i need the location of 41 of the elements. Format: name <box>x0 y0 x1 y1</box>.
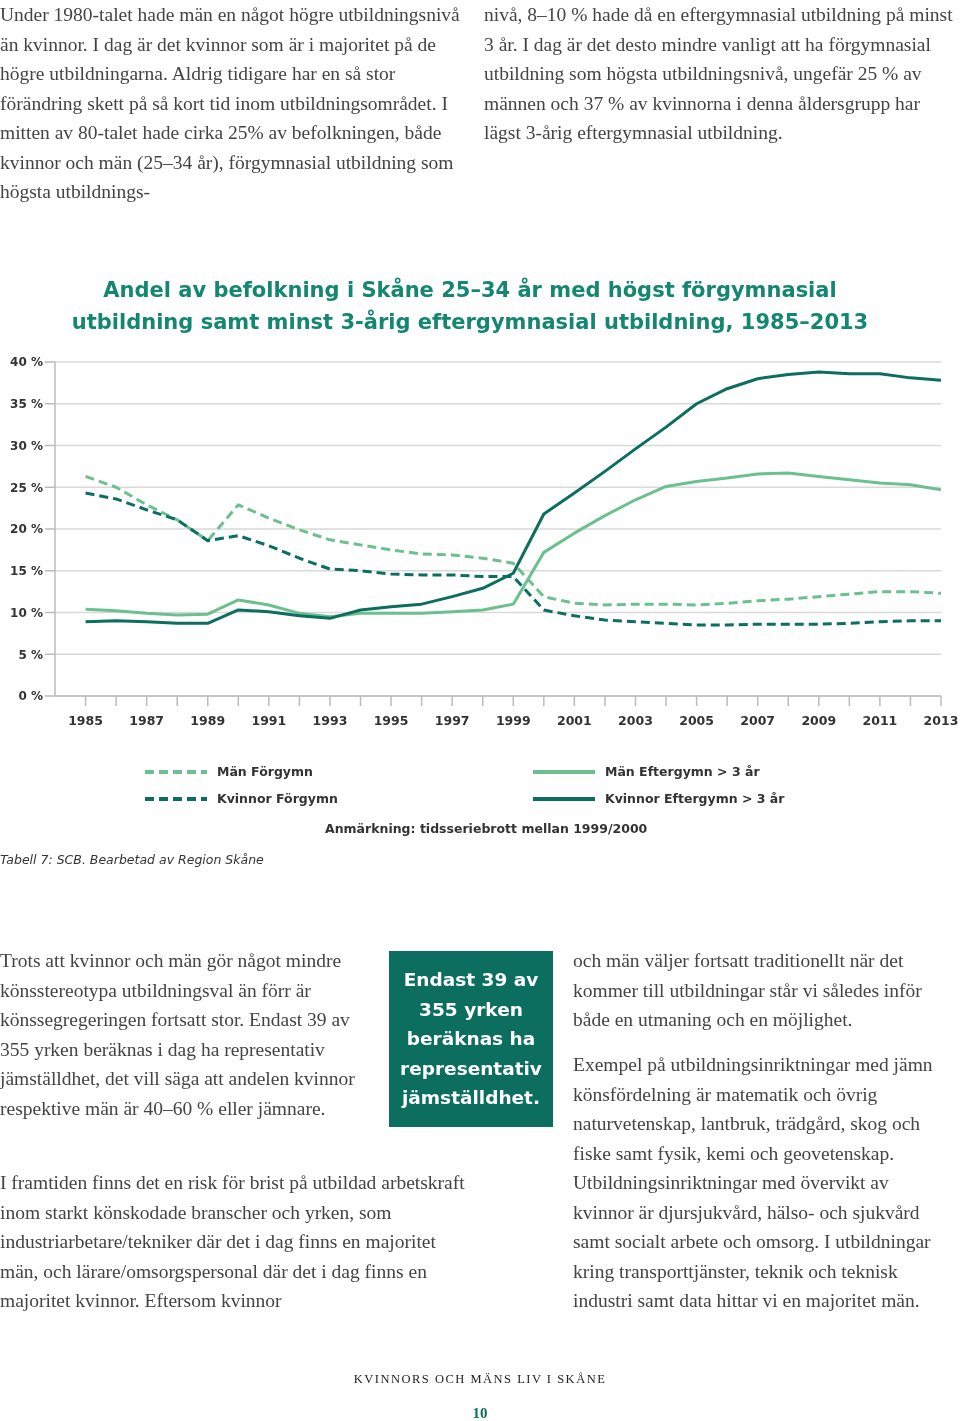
y-tick-label: 25 % <box>10 480 43 495</box>
x-tick-label: 2011 <box>862 712 898 728</box>
x-tick-label: 1997 <box>434 712 470 728</box>
y-tick-label: 15 % <box>10 564 43 579</box>
text: Under 1980-talet hade män en något högre utbildningsnivå än kvinnor. I dag är det kvinnor som är i majoritet på de högre utbildningarna. Aldrig tidigare har en så stor förändring skett på så kort tid inom utbildningsområdet. I mitten av 80-talet hade cirka 25% av befolkningen, både kvinnor och män (25–34 år), förgymnasial utbildning som högsta utbildnings- <box>0 3 461 204</box>
text: Anmärkning: tidsseriebrott mellan 1999/2000 <box>325 820 649 838</box>
legend-label: Män Eftergymn > 3 år <box>605 764 760 779</box>
x-tick-label: 2009 <box>801 712 837 728</box>
x-tick-label: 1989 <box>190 712 226 728</box>
chart-title: Andel av befolkning i Skåne 25–34 år med högst förgymnasial utbildning samt minst 3-årig eftergymnasial utbildning, 1985–2013 <box>70 276 870 336</box>
x-tick-label: 2001 <box>556 712 592 728</box>
x-tick-label: 2013 <box>923 712 959 728</box>
text: Trots att kvinnor och män gör något mindre könsstereotypa utbildningsval än förr är könssegregeringen fortsatt stor. Endast 39 av 355 yrken beräknas i dag ha representativ jämställdhet, det vill säga att andelen kvinnor respektive män är 40–60 % eller jämnare. <box>0 949 356 1121</box>
legend-label: Män Förgymn <box>217 764 313 779</box>
text: Endast 39 av 355 yrken beräknas ha representativ jämställdhet. <box>389 951 553 1127</box>
legend-label: Kvinnor Eftergymn > 3 år <box>605 791 785 806</box>
y-tick-label: 35 % <box>10 397 43 412</box>
x-tick-label: 1995 <box>373 712 409 728</box>
x-tick-label: 2003 <box>618 712 653 728</box>
text: nivå, 8–10 % hade då en eftergymnasial utbildning på minst 3 år. I dag är det desto mindre vanligt att ha förgymnasial utbildning som högsta utbildningsnivå, ungefär 25 % av männen och 37 % av kvinnorna i denna åldersgrupp har lägst 3-årig eftergymnasial utbildning. <box>484 3 954 145</box>
y-tick-label: 20 % <box>10 522 43 537</box>
x-tick-label: 1987 <box>129 712 165 728</box>
y-tick-label: 0 % <box>18 689 43 704</box>
y-tick-label: 10 % <box>10 605 43 620</box>
text: Exempel på utbildningsinriktningar med jämn könsfördelning är matematik och övrig naturvetenskap, lantbruk, trädgård, skog och fiske samt fysik, kemi och geovetenskap. Utbildningsinriktningar med övervikt av kvinnor är djursjukvård, hälso- och sjukvård samt socialt arbete och omsorg. I utbildningar kring transporttjänster, teknik och teknisk industri samt data hittar vi en majoritet män. <box>573 1054 933 1311</box>
x-tick-label: 1991 <box>251 712 287 728</box>
x-tick-label: 2005 <box>679 712 714 728</box>
line-series <box>84 370 941 625</box>
y-tick-label: 40 % <box>10 355 43 370</box>
y-tick-label: 30 % <box>10 438 43 453</box>
x-tick-label: 1999 <box>495 712 531 728</box>
y-tick-label: 5 % <box>18 647 43 662</box>
text: 10 <box>471 1404 489 1421</box>
x-tick-label: 1993 <box>312 712 348 728</box>
legend-label: Kvinnor Förgymn <box>217 791 338 806</box>
text: I framtiden finns det en risk för brist på utbildad arbetskraft inom starkt könskodade branscher och yrken, som industriarbetare/tekniker där det i dag finns en majoritet män, och lärare/omsorgspersonal där det i dag finns en majoritet kvinnor. Eftersom kvinnor <box>0 1171 466 1313</box>
text: och män väljer fortsatt traditionellt när det kommer till utbildningar står vi således inför både en utmaning och en möjlighet. <box>573 949 923 1032</box>
text: KVINNORS OCH MÄNS LIV I SKÅNE <box>352 1371 608 1388</box>
x-tick-label: 2007 <box>740 712 776 728</box>
x-tick-label: 1985 <box>68 712 103 728</box>
text: Tabell 7: SCB. Bearbetad av Region Skåne <box>0 851 265 869</box>
